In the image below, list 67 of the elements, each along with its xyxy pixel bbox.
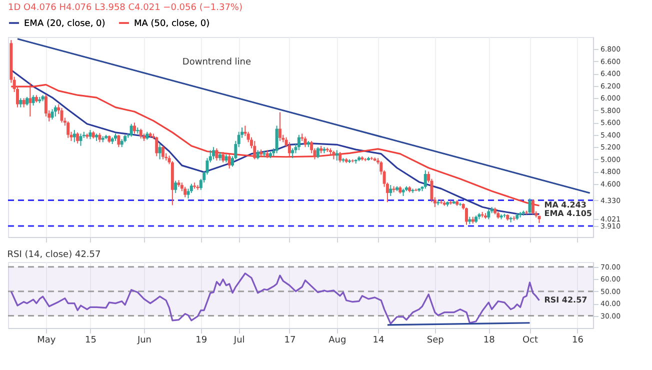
candlestick xyxy=(291,148,294,159)
chart-title: RSI (14, close) 42.57 xyxy=(7,250,101,260)
candlestick xyxy=(184,186,187,198)
candlestick xyxy=(79,133,82,146)
candlestick xyxy=(228,154,231,169)
candlestick xyxy=(60,107,64,124)
legend-label: EMA (20, close, 0) xyxy=(24,19,106,29)
candlestick xyxy=(222,151,225,163)
x-tick-label: 17 xyxy=(284,336,296,346)
candlestick xyxy=(22,98,26,108)
candlestick xyxy=(98,132,102,143)
x-tick-label: May xyxy=(37,336,56,346)
x-tick-label: 16 xyxy=(572,336,584,346)
candlestick xyxy=(44,94,48,118)
candlestick xyxy=(72,129,76,143)
candlestick xyxy=(389,184,392,197)
candlestick xyxy=(297,134,300,151)
legend-label: MA (50, close, 0) xyxy=(134,19,210,29)
candlestick xyxy=(304,136,307,148)
annotation: RSI 42.57 xyxy=(544,295,588,304)
x-tick-label: Oct xyxy=(522,336,539,346)
annotation: Downtrend line xyxy=(182,57,252,68)
annotation: MA 4.243 xyxy=(544,200,586,210)
candlestick xyxy=(253,140,256,160)
candlestick xyxy=(487,208,490,220)
candlestick xyxy=(174,180,178,194)
candlestick xyxy=(66,120,70,138)
candlestick xyxy=(288,142,291,157)
candlestick xyxy=(155,136,158,157)
candlestick xyxy=(130,123,133,138)
annotation: EMA 4.105 xyxy=(544,209,592,218)
candlestick xyxy=(88,129,92,140)
x-tick-label: Jul xyxy=(232,336,245,346)
candlestick xyxy=(338,151,342,163)
x-tick-label: Sep xyxy=(426,336,444,346)
candlestick xyxy=(76,132,80,144)
x-tick-label: 15 xyxy=(84,336,96,346)
candlestick xyxy=(54,105,57,118)
candlestick xyxy=(424,170,427,190)
candlestick xyxy=(158,144,162,160)
x-tick-label: 14 xyxy=(372,336,384,346)
candlestick xyxy=(465,207,468,226)
candlestick xyxy=(531,199,534,215)
candlestick xyxy=(528,198,532,214)
candlestick xyxy=(139,128,142,140)
candlestick xyxy=(316,146,320,159)
candlestick xyxy=(161,145,164,160)
candlestick xyxy=(256,150,260,160)
text: 1D O4.076 H4.076 L3.958 C4.021 −0.056 (−1.37%) xyxy=(8,3,242,13)
line-series xyxy=(10,84,540,206)
x-tick-label: Aug xyxy=(328,336,346,346)
candlestick xyxy=(186,188,190,199)
x-tick-label: 19 xyxy=(196,336,208,346)
candlestick xyxy=(117,134,120,148)
candlestick xyxy=(132,122,136,134)
candlestick xyxy=(32,94,35,106)
candlestick xyxy=(212,146,216,160)
candlestick xyxy=(278,112,282,142)
candlestick xyxy=(28,82,32,118)
candlestick xyxy=(215,148,218,162)
candlestick xyxy=(19,98,22,108)
x-tick-label: 18 xyxy=(483,336,496,346)
line-series xyxy=(10,272,540,325)
candlestick xyxy=(50,108,54,120)
x-tick-label: Jun xyxy=(136,336,152,346)
candlestick xyxy=(275,125,278,154)
candlestick xyxy=(335,150,338,162)
